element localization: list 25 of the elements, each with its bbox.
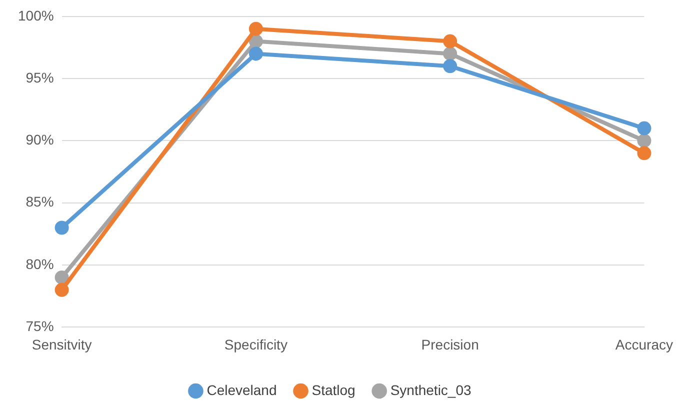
y-tick-label: 85% bbox=[26, 194, 54, 210]
x-tick-label: Specificity bbox=[224, 336, 288, 352]
point bbox=[443, 59, 458, 74]
x-tick-label: Precision bbox=[421, 336, 479, 352]
point bbox=[54, 220, 69, 235]
point bbox=[443, 34, 458, 48]
point bbox=[248, 22, 263, 36]
y-tick-label: 90% bbox=[26, 132, 54, 148]
point bbox=[248, 46, 263, 61]
y-tick-label: 80% bbox=[26, 256, 54, 272]
point bbox=[637, 134, 652, 148]
legend-label: Synthetic_03 bbox=[390, 382, 472, 398]
x-tick-label: Sensitvity bbox=[32, 336, 92, 352]
y-tick-label: 95% bbox=[26, 69, 54, 86]
y-tick-label: 100% bbox=[18, 7, 54, 24]
point bbox=[54, 270, 69, 284]
y-tick-label: 75% bbox=[26, 318, 54, 334]
x-tick-label: Accuracy bbox=[615, 336, 674, 352]
point bbox=[637, 121, 652, 136]
point bbox=[637, 146, 652, 160]
point bbox=[443, 46, 458, 61]
point bbox=[248, 34, 263, 48]
legend-label: Celeveland bbox=[206, 382, 277, 398]
point bbox=[54, 282, 69, 297]
legend-label: Statlog bbox=[312, 382, 356, 398]
